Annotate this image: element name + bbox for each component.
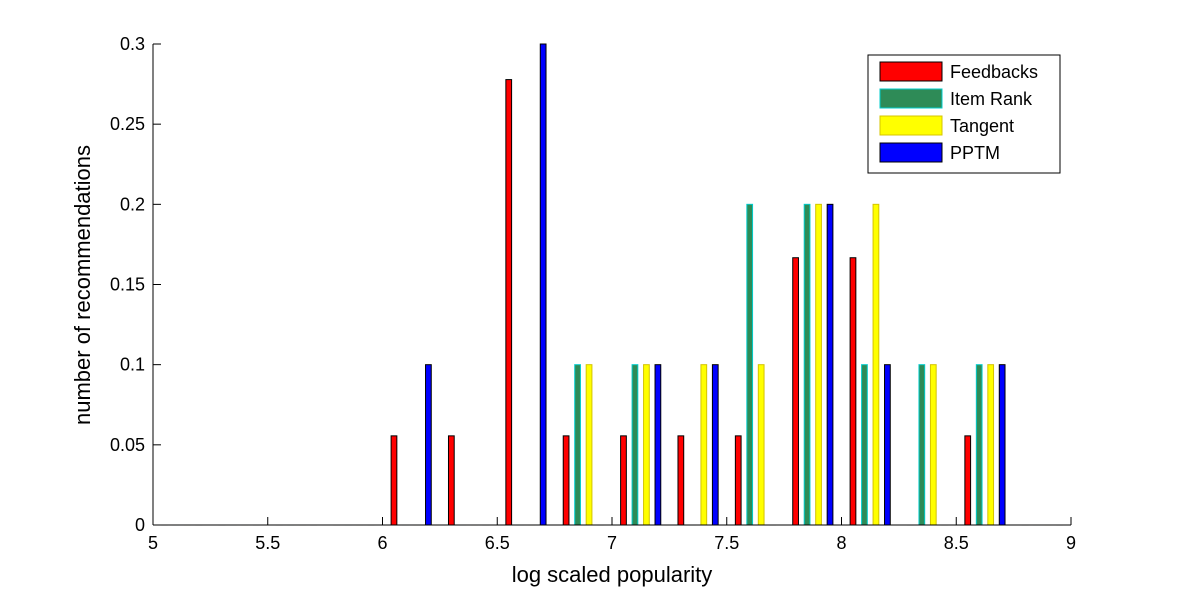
bar-feedbacks-6 (505, 79, 513, 526)
y-tick-label: 0 (135, 515, 145, 535)
legend-swatch-pptm (879, 142, 943, 163)
bar-pptm-9 (711, 364, 719, 526)
legend-swatch-feedbacks (879, 61, 943, 82)
y-tick-label: 0.2 (120, 194, 145, 214)
bar-tangent-13 (929, 364, 937, 526)
y-tick-label: 0.1 (120, 355, 145, 375)
x-tick-label: 8.5 (944, 533, 969, 553)
bar-feedbacks-8 (620, 435, 627, 526)
bar-tangent-7 (585, 364, 593, 526)
bar-feedbacks-4 (390, 435, 398, 526)
x-tick-label: 5 (148, 533, 158, 553)
bar-feedbacks-11 (792, 257, 799, 526)
bar-feedbacks-7 (562, 435, 570, 526)
legend-label-tangent: Tangent (950, 116, 1014, 136)
bars-group (161, 43, 1063, 526)
x-tick-label: 6 (377, 533, 387, 553)
legend: Feedbacks Item Rank Tangent PPTM (867, 54, 1061, 174)
y-tick-label: 0.05 (110, 435, 145, 455)
bar-pptm-8 (654, 364, 662, 526)
x-axis-label: log scaled popularity (512, 562, 713, 587)
bar-feedbacks-12 (849, 257, 857, 526)
bar-item-rank-13 (918, 364, 926, 526)
bar-pptm-14 (998, 364, 1006, 526)
bar-item-rank-12 (861, 364, 868, 526)
x-tick-label: 5.5 (255, 533, 280, 553)
ticks-group: 5 5.5 6 6.5 7 7.5 8 8.5 9 0 0.05 0.1 0.15 0.2 0.25 0.3 (110, 34, 1076, 553)
bar-tangent-9 (700, 364, 708, 526)
bar-tangent-10 (757, 364, 765, 526)
bar-feedbacks-14 (964, 435, 972, 526)
bar-item-rank-8 (631, 364, 639, 526)
x-tick-label: 8 (836, 533, 846, 553)
legend-swatch-tangent (879, 115, 943, 136)
x-tick-label: 7.5 (714, 533, 739, 553)
legend-label-pptm: PPTM (950, 143, 1000, 163)
bar-pptm-6 (539, 43, 547, 526)
bar-item-rank-11 (803, 203, 811, 526)
legend-label-item-rank: Item Rank (950, 89, 1033, 109)
bar-pptm-11 (826, 203, 834, 526)
bar-feedbacks-10 (734, 435, 742, 526)
bar-item-rank-14 (975, 364, 983, 526)
bar-item-rank-10 (746, 203, 754, 526)
bar-tangent-11 (815, 203, 822, 526)
bar-pptm-12 (884, 364, 891, 526)
bar-tangent-12 (872, 203, 880, 526)
x-tick-label: 6.5 (485, 533, 510, 553)
y-axis-label: number of recommendations (70, 145, 95, 425)
bar-pptm-4 (425, 364, 432, 526)
bar-feedbacks-9 (677, 435, 685, 526)
x-tick-label: 7 (607, 533, 617, 553)
legend-swatch-item-rank (879, 88, 943, 109)
bar-tangent-8 (643, 364, 650, 526)
bar-item-rank-7 (574, 364, 581, 526)
bar-tangent-14 (987, 364, 995, 526)
legend-label-feedbacks: Feedbacks (950, 62, 1038, 82)
y-tick-label: 0.15 (110, 275, 145, 295)
bar-feedbacks-5 (447, 435, 455, 526)
y-tick-label: 0.3 (120, 34, 145, 54)
x-tick-label: 9 (1066, 533, 1076, 553)
y-tick-label: 0.25 (110, 114, 145, 134)
